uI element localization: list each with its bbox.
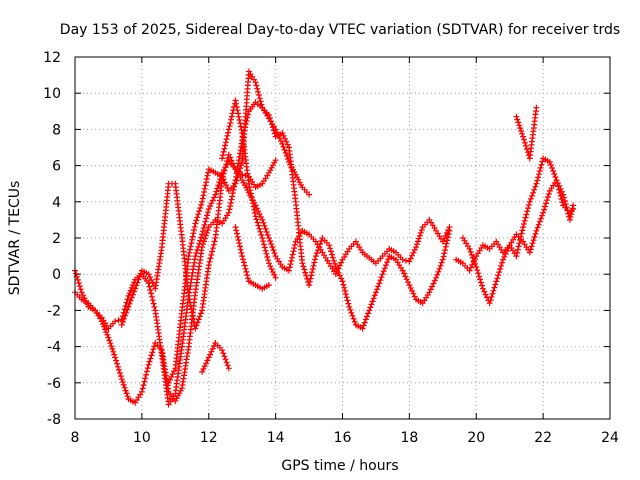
y-tick-label: -4	[47, 340, 61, 356]
plus-markers	[199, 340, 232, 375]
x-tick-label: 12	[200, 430, 218, 446]
x-tick-label: 20	[467, 430, 485, 446]
plus-markers	[513, 104, 540, 162]
series-track9	[459, 177, 577, 307]
plot-frame	[74, 56, 611, 420]
y-tick-label: -6	[47, 376, 61, 392]
y-tick-label: -2	[47, 303, 61, 319]
chart-title: Day 153 of 2025, Sidereal Day-to-day VTE…	[60, 22, 620, 38]
y-tick-label: 10	[43, 86, 61, 102]
series-track6	[219, 97, 279, 281]
y-tick-label: 2	[52, 231, 61, 247]
y-tick-label: 8	[52, 122, 61, 138]
x-tick-label: 18	[400, 430, 418, 446]
plus-markers	[459, 177, 577, 307]
series-track7	[232, 224, 272, 292]
x-tick-label: 14	[267, 430, 285, 446]
y-tick-label: 12	[43, 50, 61, 66]
plus-markers	[232, 224, 272, 292]
y-tick-label: 4	[52, 195, 61, 211]
x-tick-label: 22	[534, 430, 552, 446]
plus-markers	[165, 68, 453, 386]
series-track10	[513, 104, 540, 162]
y-axis-label: SDTVAR / TECUs	[7, 181, 23, 296]
x-tick-label: 8	[71, 430, 80, 446]
y-tick-label: 0	[52, 267, 61, 283]
y-tick-label: -8	[47, 412, 61, 428]
plus-markers	[219, 97, 279, 281]
series-track4	[165, 68, 453, 386]
x-tick-label: 16	[334, 430, 352, 446]
x-axis-label: GPS time / hours	[281, 458, 398, 474]
y-tick-label: 6	[52, 159, 61, 175]
x-tick-label: 24	[601, 430, 619, 446]
grid-lines	[75, 57, 610, 419]
x-tick-label: 10	[133, 430, 151, 446]
series-track5	[199, 340, 232, 375]
